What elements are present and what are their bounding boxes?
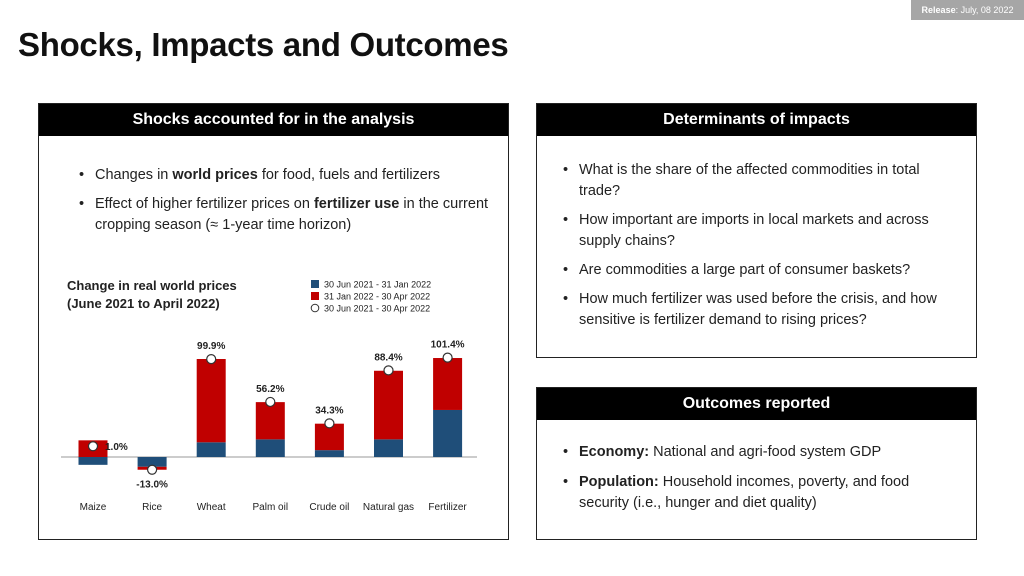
legend-entry: 31 Jan 2022 - 30 Apr 2022 (324, 292, 430, 302)
bar-segment (433, 409, 463, 457)
outcomes-panel: Outcomes reported Economy: National and … (536, 387, 977, 540)
determinants-bullet: What is the share of the affected commod… (563, 160, 963, 202)
total-marker (383, 365, 394, 376)
price-change-chart: Change in real world prices (June 2021 to… (61, 278, 477, 513)
category-label: Palm oil (253, 502, 289, 513)
legend-swatch (311, 292, 319, 300)
bar-segment (196, 442, 226, 457)
category-label: Fertilizer (428, 502, 467, 513)
chart-subtitle: (June 2021 to April 2022) (67, 296, 220, 311)
data-label: 34.3% (315, 405, 343, 416)
data-label: 101.4% (431, 340, 465, 351)
bar-segment (255, 402, 285, 440)
outcomes-bullet: Population: Household incomes, poverty, … (563, 472, 963, 514)
shocks-panel-header: Shocks accounted for in the analysis (39, 104, 508, 136)
determinants-bullet-list: What is the share of the affected commod… (563, 160, 963, 339)
total-marker (206, 353, 217, 365)
shocks-panel: Shocks accounted for in the analysis Cha… (38, 103, 509, 540)
total-marker (146, 464, 158, 475)
category-label: Natural gas (363, 502, 414, 513)
category-label: Rice (142, 502, 162, 513)
data-label: 88.4% (374, 352, 402, 363)
data-label: -13.0% (136, 480, 168, 491)
shocks-bullet: Effect of higher fertilizer prices on fe… (79, 194, 489, 236)
data-label: 56.2% (256, 384, 284, 395)
legend-entry: 30 Jun 2021 - 31 Jan 2022 (324, 280, 431, 290)
determinants-bullet: How much fertilizer was used before the … (563, 289, 963, 331)
bold-text: Economy: (579, 444, 650, 460)
determinants-bullet: Are commodities a large part of consumer… (563, 260, 963, 281)
shocks-bullet: Changes in world prices for food, fuels … (79, 165, 489, 186)
legend-swatch (311, 280, 319, 288)
category-label: Crude oil (309, 502, 349, 513)
page-title: Shocks, Impacts and Outcomes (18, 26, 509, 63)
bold-text: world prices (172, 167, 258, 183)
bar-segment (137, 457, 167, 467)
determinants-panel-header: Determinants of impacts (537, 104, 976, 136)
total-marker (324, 418, 335, 429)
bar-segment (314, 450, 344, 457)
outcomes-bullet-list: Economy: National and agri-food system G… (563, 442, 963, 523)
bar-segment (433, 358, 463, 410)
legend-entry: 30 Jun 2021 - 30 Apr 2022 (324, 304, 430, 314)
data-label: 99.9% (197, 341, 225, 352)
legend-marker (310, 303, 320, 313)
category-label: Maize (80, 502, 107, 513)
bar-segment (196, 359, 226, 443)
release-badge: Release: July, 08 2022 (911, 0, 1024, 20)
total-marker (442, 352, 453, 363)
bar-segment (255, 439, 285, 457)
bar-segment (374, 370, 403, 440)
shocks-bullet-list: Changes in world prices for food, fuels … (79, 165, 489, 244)
data-label: 1.0% (105, 442, 128, 453)
release-label: Release (921, 5, 956, 15)
category-label: Wheat (197, 502, 226, 513)
bold-text: Population: (579, 474, 659, 490)
total-marker (265, 396, 276, 408)
total-marker (87, 441, 99, 452)
bar-segment (374, 439, 403, 457)
determinants-panel: Determinants of impacts What is the shar… (536, 103, 977, 358)
bar-segment (78, 457, 108, 465)
release-date: : July, 08 2022 (955, 5, 1014, 15)
determinants-bullet: How important are imports in local marke… (563, 210, 963, 252)
outcomes-bullet: Economy: National and agri-food system G… (563, 442, 963, 463)
chart-title: Change in real world prices (67, 278, 237, 293)
outcomes-panel-header: Outcomes reported (537, 388, 976, 420)
bold-text: fertilizer use (313, 196, 400, 212)
